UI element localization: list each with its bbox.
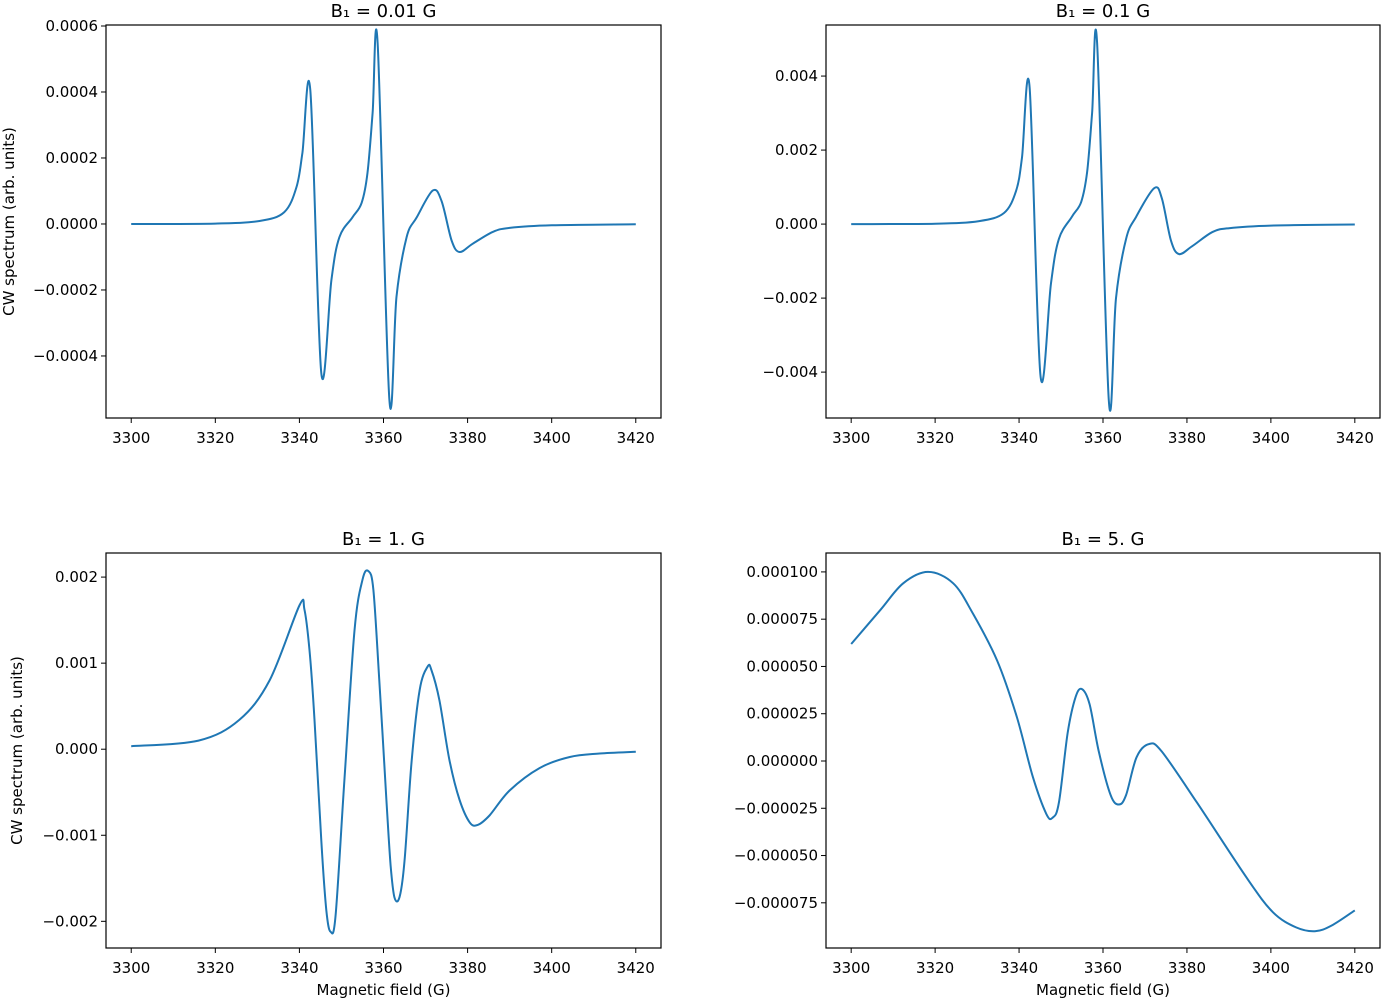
y-tick-label: 0.0004 <box>46 83 99 101</box>
x-tick-label: 3360 <box>364 959 402 977</box>
y-tick-label: 0.002 <box>775 141 818 159</box>
x-tick-label: 3340 <box>1000 429 1038 447</box>
subplot-3: 3300 3320 3340 3360 3380 3400 3420 0.002 0.001 0.… <box>8 529 662 999</box>
x-tick-label: 3360 <box>1084 429 1122 447</box>
x-tick-label: 3420 <box>1336 429 1374 447</box>
y-tick-label: 0.004 <box>775 67 818 85</box>
x-tick-label: 3420 <box>1336 959 1374 977</box>
y-tick-label: 0.000025 <box>746 705 818 723</box>
x-axis-label: Magnetic field (G) <box>1036 981 1170 999</box>
x-tick-label: 3380 <box>1168 429 1206 447</box>
series-line <box>131 569 636 935</box>
plot-title: B₁ = 1. G <box>342 529 425 550</box>
y-tick-label: 0.0002 <box>46 149 99 167</box>
y-tick-label: 0.000 <box>55 740 98 758</box>
plot-title: B₁ = 0.01 G <box>331 1 437 22</box>
x-tick-label: 3320 <box>196 429 234 447</box>
x-tick-label: 3340 <box>1000 959 1038 977</box>
x-tick-label: 3300 <box>832 959 870 977</box>
y-tick-label: 0.000050 <box>746 657 818 675</box>
y-tick-label: 0.001 <box>55 654 98 672</box>
series-line <box>131 28 636 410</box>
axes-frame <box>825 552 1381 949</box>
plot-title: B₁ = 0.1 G <box>1056 1 1150 22</box>
y-tick-label: 0.000075 <box>746 610 818 628</box>
y-tick-label: 0.000 <box>775 215 818 233</box>
x-tick-label: 3300 <box>112 959 150 977</box>
y-tick-label: 0.002 <box>55 568 98 586</box>
y-tick-label: −0.000025 <box>734 799 818 817</box>
y-tick-label: 0.0000 <box>46 215 99 233</box>
subplot-1: 3300 3320 3340 3360 3380 3400 3420 0.0006 0.0004… <box>0 1 662 447</box>
x-tick-label: 3320 <box>916 959 954 977</box>
x-tick-label: 3380 <box>448 429 486 447</box>
x-tick-label: 3300 <box>112 429 150 447</box>
subplot-4: 3300 3320 3340 3360 3380 3400 3420 0.000100 0.00… <box>734 529 1381 999</box>
x-tick-label: 3320 <box>196 959 234 977</box>
y-axis-label: CW spectrum (arb. units) <box>0 127 18 316</box>
y-axis-label: CW spectrum (arb. units) <box>8 656 26 845</box>
y-tick-label: −0.004 <box>762 363 818 381</box>
x-tick-label: 3320 <box>916 429 954 447</box>
y-tick-label: −0.000075 <box>734 894 818 912</box>
x-tick-label: 3340 <box>280 429 318 447</box>
x-tick-label: 3420 <box>617 959 655 977</box>
x-tick-label: 3380 <box>448 959 486 977</box>
y-tick-label: −0.002 <box>762 289 818 307</box>
y-tick-label: 0.000100 <box>746 563 818 581</box>
x-tick-label: 3340 <box>280 959 318 977</box>
y-tick-label: −0.002 <box>42 912 98 930</box>
y-tick-label: −0.000050 <box>734 847 818 865</box>
y-tick-label: −0.001 <box>42 826 98 844</box>
subplot-2: 3300 3320 3340 3360 3380 3400 3420 0.004 0.002 0.… <box>762 1 1381 447</box>
x-tick-label: 3380 <box>1168 959 1206 977</box>
x-tick-label: 3360 <box>1084 959 1122 977</box>
y-tick-label: −0.0002 <box>33 281 98 299</box>
x-axis-label: Magnetic field (G) <box>317 981 451 999</box>
y-tick-label: 0.0006 <box>46 17 99 35</box>
x-tick-label: 3400 <box>1252 429 1290 447</box>
x-tick-label: 3300 <box>832 429 870 447</box>
plot-title: B₁ = 5. G <box>1062 529 1145 550</box>
x-tick-label: 3400 <box>1252 959 1290 977</box>
series-line <box>851 28 1355 412</box>
y-tick-label: 0.000000 <box>746 752 818 770</box>
x-tick-label: 3360 <box>364 429 402 447</box>
series-line <box>850 570 1356 933</box>
x-tick-label: 3400 <box>533 959 571 977</box>
y-tick-label: −0.0004 <box>33 347 98 365</box>
x-tick-label: 3420 <box>617 429 655 447</box>
x-tick-label: 3400 <box>533 429 571 447</box>
